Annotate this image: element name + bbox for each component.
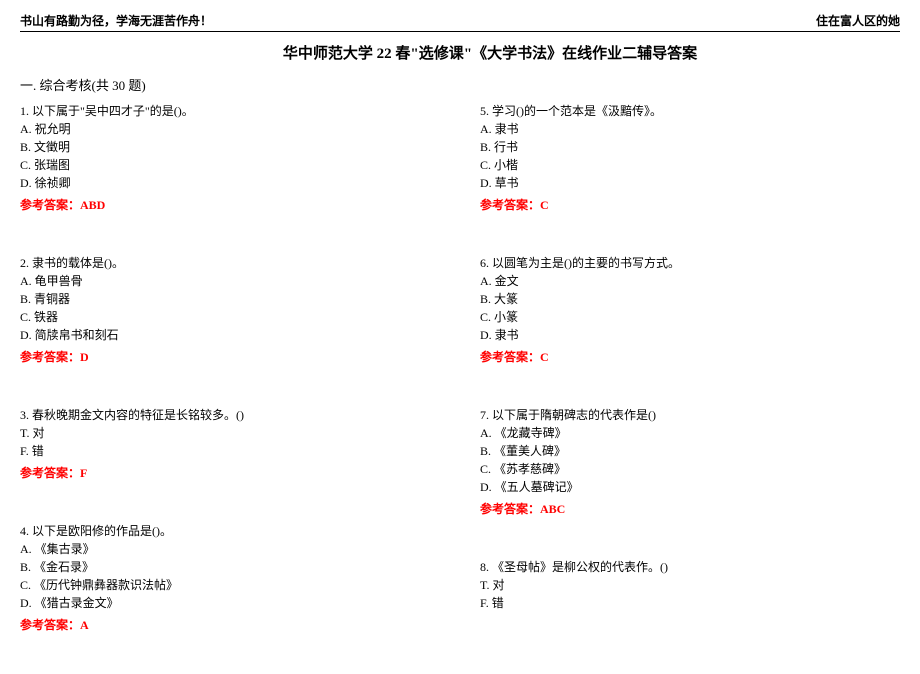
question-option: C. 张瑞图 [20, 156, 440, 174]
question-stem: 8. 《圣母帖》是柳公权的代表作。() [480, 558, 900, 576]
question-answer: 参考答案：A [20, 616, 440, 634]
question-option: C. 铁器 [20, 308, 440, 326]
question-option: F. 错 [480, 594, 900, 612]
left-column: 1. 以下属于"吴中四才子"的是()。 A. 祝允明 B. 文徵明 C. 张瑞图… [20, 102, 460, 674]
question-option: B. 《金石录》 [20, 558, 440, 576]
question-option: B. 《董美人碑》 [480, 442, 900, 460]
question-option: A. 龟甲兽骨 [20, 272, 440, 290]
question-7: 7. 以下属于隋朝碑志的代表作是() A. 《龙藏寺碑》 B. 《董美人碑》 C… [480, 406, 900, 518]
question-option: B. 文徵明 [20, 138, 440, 156]
question-stem: 2. 隶书的载体是()。 [20, 254, 440, 272]
right-column: 5. 学习()的一个范本是《汲黯传》。 A. 隶书 B. 行书 C. 小楷 D.… [460, 102, 900, 674]
question-answer: 参考答案：D [20, 348, 440, 366]
question-stem: 3. 春秋晚期金文内容的特征是长铭较多。() [20, 406, 440, 424]
question-8: 8. 《圣母帖》是柳公权的代表作。() T. 对 F. 错 [480, 558, 900, 612]
question-option: B. 行书 [480, 138, 900, 156]
question-option: C. 《苏孝慈碑》 [480, 460, 900, 478]
question-option: A. 祝允明 [20, 120, 440, 138]
question-option: T. 对 [20, 424, 440, 442]
question-stem: 7. 以下属于隋朝碑志的代表作是() [480, 406, 900, 424]
question-option: C. 小楷 [480, 156, 900, 174]
section-header: 一. 综合考核(共 30 题) [20, 75, 900, 94]
question-option: D. 隶书 [480, 326, 900, 344]
question-stem: 1. 以下属于"吴中四才子"的是()。 [20, 102, 440, 120]
question-option: D. 徐祯卿 [20, 174, 440, 192]
question-1: 1. 以下属于"吴中四才子"的是()。 A. 祝允明 B. 文徵明 C. 张瑞图… [20, 102, 440, 214]
question-option: B. 大篆 [480, 290, 900, 308]
question-answer: 参考答案：F [20, 464, 440, 482]
question-6: 6. 以圆笔为主是()的主要的书写方式。 A. 金文 B. 大篆 C. 小篆 D… [480, 254, 900, 366]
question-answer: 参考答案：C [480, 196, 900, 214]
question-option: A. 《集古录》 [20, 540, 440, 558]
question-option: A. 《龙藏寺碑》 [480, 424, 900, 442]
question-answer: 参考答案：C [480, 348, 900, 366]
header-left: 书山有路勤为径，学海无涯苦作舟！ [20, 12, 212, 29]
question-stem: 5. 学习()的一个范本是《汲黯传》。 [480, 102, 900, 120]
question-4: 4. 以下是欧阳修的作品是()。 A. 《集古录》 B. 《金石录》 C. 《历… [20, 522, 440, 634]
question-option: D. 《猎古录金文》 [20, 594, 440, 612]
question-answer: 参考答案：ABD [20, 196, 440, 214]
page-title: 华中师范大学 22 春"选修课"《大学书法》在线作业二辅导答案 [80, 42, 900, 63]
question-option: C. 《历代钟鼎彝器款识法帖》 [20, 576, 440, 594]
question-2: 2. 隶书的载体是()。 A. 龟甲兽骨 B. 青铜器 C. 铁器 D. 简牍帛… [20, 254, 440, 366]
question-answer: 参考答案：ABC [480, 500, 900, 518]
page-header: 书山有路勤为径，学海无涯苦作舟！ 住在富人区的她 [20, 12, 900, 32]
question-option: F. 错 [20, 442, 440, 460]
content-columns: 1. 以下属于"吴中四才子"的是()。 A. 祝允明 B. 文徵明 C. 张瑞图… [20, 102, 900, 674]
question-option: A. 隶书 [480, 120, 900, 138]
question-option: T. 对 [480, 576, 900, 594]
question-stem: 6. 以圆笔为主是()的主要的书写方式。 [480, 254, 900, 272]
question-stem: 4. 以下是欧阳修的作品是()。 [20, 522, 440, 540]
header-right: 住在富人区的她 [816, 12, 900, 29]
question-option: C. 小篆 [480, 308, 900, 326]
question-option: D. 草书 [480, 174, 900, 192]
question-5: 5. 学习()的一个范本是《汲黯传》。 A. 隶书 B. 行书 C. 小楷 D.… [480, 102, 900, 214]
question-3: 3. 春秋晚期金文内容的特征是长铭较多。() T. 对 F. 错 参考答案：F [20, 406, 440, 482]
question-option: A. 金文 [480, 272, 900, 290]
question-option: D. 简牍帛书和刻石 [20, 326, 440, 344]
question-option: B. 青铜器 [20, 290, 440, 308]
question-option: D. 《五人墓碑记》 [480, 478, 900, 496]
